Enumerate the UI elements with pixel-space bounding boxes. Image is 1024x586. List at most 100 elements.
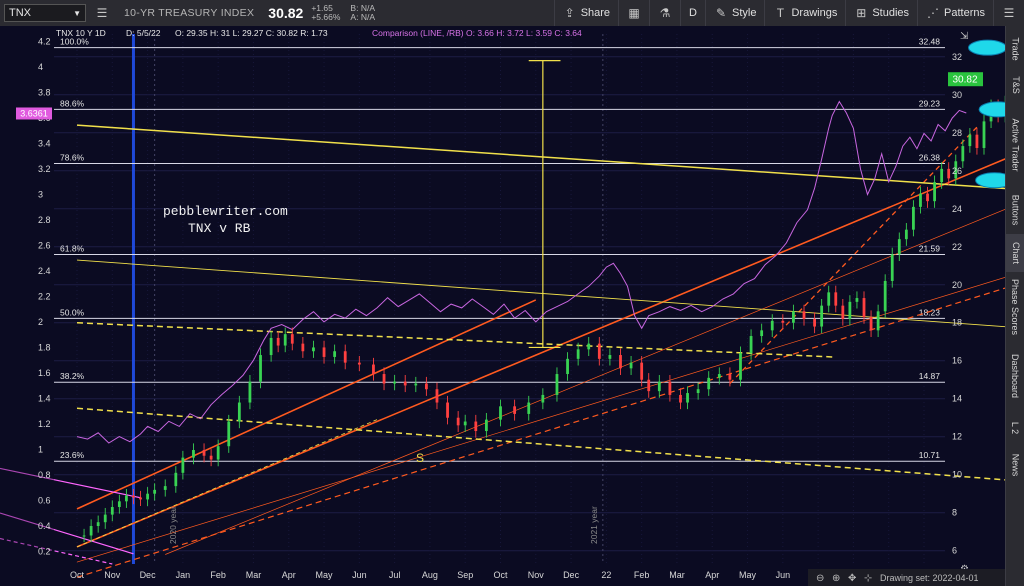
flask-icon: ⚗ [659,6,671,20]
right-tab-dashboard[interactable]: Dashboard [1006,341,1024,411]
fibonacci-levels: 100.0% 32.48 88.6% 29.23 78.6% 26.38 61.8% 21.5… [54,37,945,462]
calendar-button[interactable]: ▦ [618,0,649,26]
left-axis-tick-19: 4 [38,62,43,72]
x-axis-tick-12: Oct [493,570,508,580]
right-price-marker-label: 30.82 [952,75,977,86]
left-axis-tick-4: 1 [38,444,43,454]
left-axis-tick-1: 0.4 [38,521,51,531]
tnx-candle-71 [792,311,795,323]
left-axis-tick-15: 3.2 [38,164,51,174]
patterns-label: Patterns [944,7,985,19]
right-tab-label: Trade [1010,37,1021,61]
trend-line-2 [76,287,1005,578]
tnx-candle-1 [89,526,93,536]
symbol-selector[interactable]: TNX ▼ [4,4,86,22]
drawing-set-status[interactable]: Drawing set: 2022-04-01 ⊖ ⊕ ✥ ⊹ [808,569,1005,586]
tnx-candle-30 [343,351,347,363]
right-tab-chart[interactable]: Chart [1006,234,1024,272]
right-axis-tick-3: 12 [952,432,962,442]
tnx-candle-59 [668,381,672,395]
x-axis-tick-6: Apr [282,570,296,580]
chart-axes: 0.2 0.4 0.6 0.8 1 1.2 1.4 1.6 1.8 2 2.2 2.4 2.6 2.8 3 3… [0,31,983,580]
tnx-candle-94 [961,146,965,162]
tnx-candle-29 [333,351,337,357]
tnx-candle-39 [446,402,449,418]
zoom-in-icon[interactable]: ⊕ [832,573,840,584]
x-axis-tick-17: Mar [669,570,685,580]
tnx-candle-53 [608,355,612,359]
tnx-candle-63 [707,377,711,390]
tnx-candle-75 [827,292,831,306]
tnx-candle-5 [117,501,121,508]
x-axis-tick-2: Dec [140,570,157,580]
right-tab-buttons[interactable]: Buttons [1006,189,1024,231]
share-button[interactable]: ⇪ Share [553,0,618,26]
fib-pct-label-1: 88.6% [60,98,85,108]
target-ellipses [968,39,1005,189]
right-tab-news[interactable]: News [1006,444,1024,486]
right-axis-tick-1: 8 [952,508,957,518]
left-axis-tick-0: 0.2 [38,546,51,556]
flask-button[interactable]: ⚗ [649,0,680,26]
right-tab-trade[interactable]: Trade [1006,32,1024,66]
x-axis-tick-14: Dec [563,570,580,580]
ask-value: A: N/A [350,12,375,22]
pan-icon[interactable]: ✥ [848,573,856,584]
tnx-candle-89 [926,193,929,202]
trend-line-6 [76,124,1005,190]
tnx-candle-65 [728,374,732,380]
right-axis-tick-9: 24 [952,204,962,214]
tnx-candle-85 [897,239,901,255]
bid-value: B: N/A [350,3,375,13]
studies-label: Studies [872,7,910,19]
right-tab-active-trader[interactable]: Active Trader [1006,104,1024,186]
tnx-candle-19 [237,402,241,422]
style-button[interactable]: ✎ Style [705,0,764,26]
style-label: Style [732,7,757,19]
tnx-candle-13 [181,457,185,473]
trend-line-7 [76,259,1005,328]
tnx-candle-62 [696,389,700,394]
drawing-set-label: Drawing set: 2022-04-01 [880,573,979,583]
x-axis-tick-13: Nov [528,570,545,580]
right-tab-phase-scores[interactable]: Phase Scores [1006,276,1024,338]
tnx-candle-26 [301,343,305,352]
tnx-candle-52 [597,343,601,359]
tnx-candle-15 [202,450,206,456]
right-tab-t-s[interactable]: T&S [1006,70,1024,100]
tnx-candle-58 [657,381,661,392]
x-axis-tick-15: 22 [601,570,611,580]
patterns-button[interactable]: ⋰ Patterns [917,0,993,26]
x-axis-tick-4: Feb [210,570,226,580]
tnx-candle-47 [541,394,545,403]
legend-date: D: 5/5/22 [126,28,161,38]
net-change: +1.65 [311,3,333,13]
left-axis-tick-6: 1.4 [38,393,51,403]
settings-menu-icon[interactable]: ☰ [96,6,108,20]
studies-button[interactable]: ⊞ Studies [845,0,917,26]
symbol-value: TNX [9,7,31,19]
more-options-button[interactable]: ☰ [993,0,1024,26]
chevron-down-icon: ▼ [73,8,81,18]
fib-pct-label-5: 38.2% [60,371,85,381]
right-tab-label: L 2 [1010,421,1021,435]
period-button[interactable]: D [680,0,705,26]
right-tab-label: Buttons [1010,194,1021,226]
zoom-out-icon[interactable]: ⊖ [816,573,824,584]
drawings-button[interactable]: T Drawings [764,0,845,26]
tnx-candle-95 [968,134,972,147]
tnx-candle-23 [276,337,280,346]
tnx-candle-74 [820,305,824,327]
crosshair-icon[interactable]: ⊹ [864,573,872,584]
left-axis-tick-2: 0.6 [38,495,51,505]
left-axis-tick-16: 3.4 [38,139,51,149]
x-axis-tick-11: Sep [457,570,473,580]
left-axis-tick-8: 1.8 [38,342,51,352]
tnx-candle-91 [940,168,944,183]
tnx-candle-60 [679,394,682,403]
fib-value-label-5: 14.87 [919,371,941,381]
tnx-candle-24 [283,334,287,346]
right-tab-l-2[interactable]: L 2 [1006,415,1024,441]
tnx-price-layer [82,95,1005,543]
